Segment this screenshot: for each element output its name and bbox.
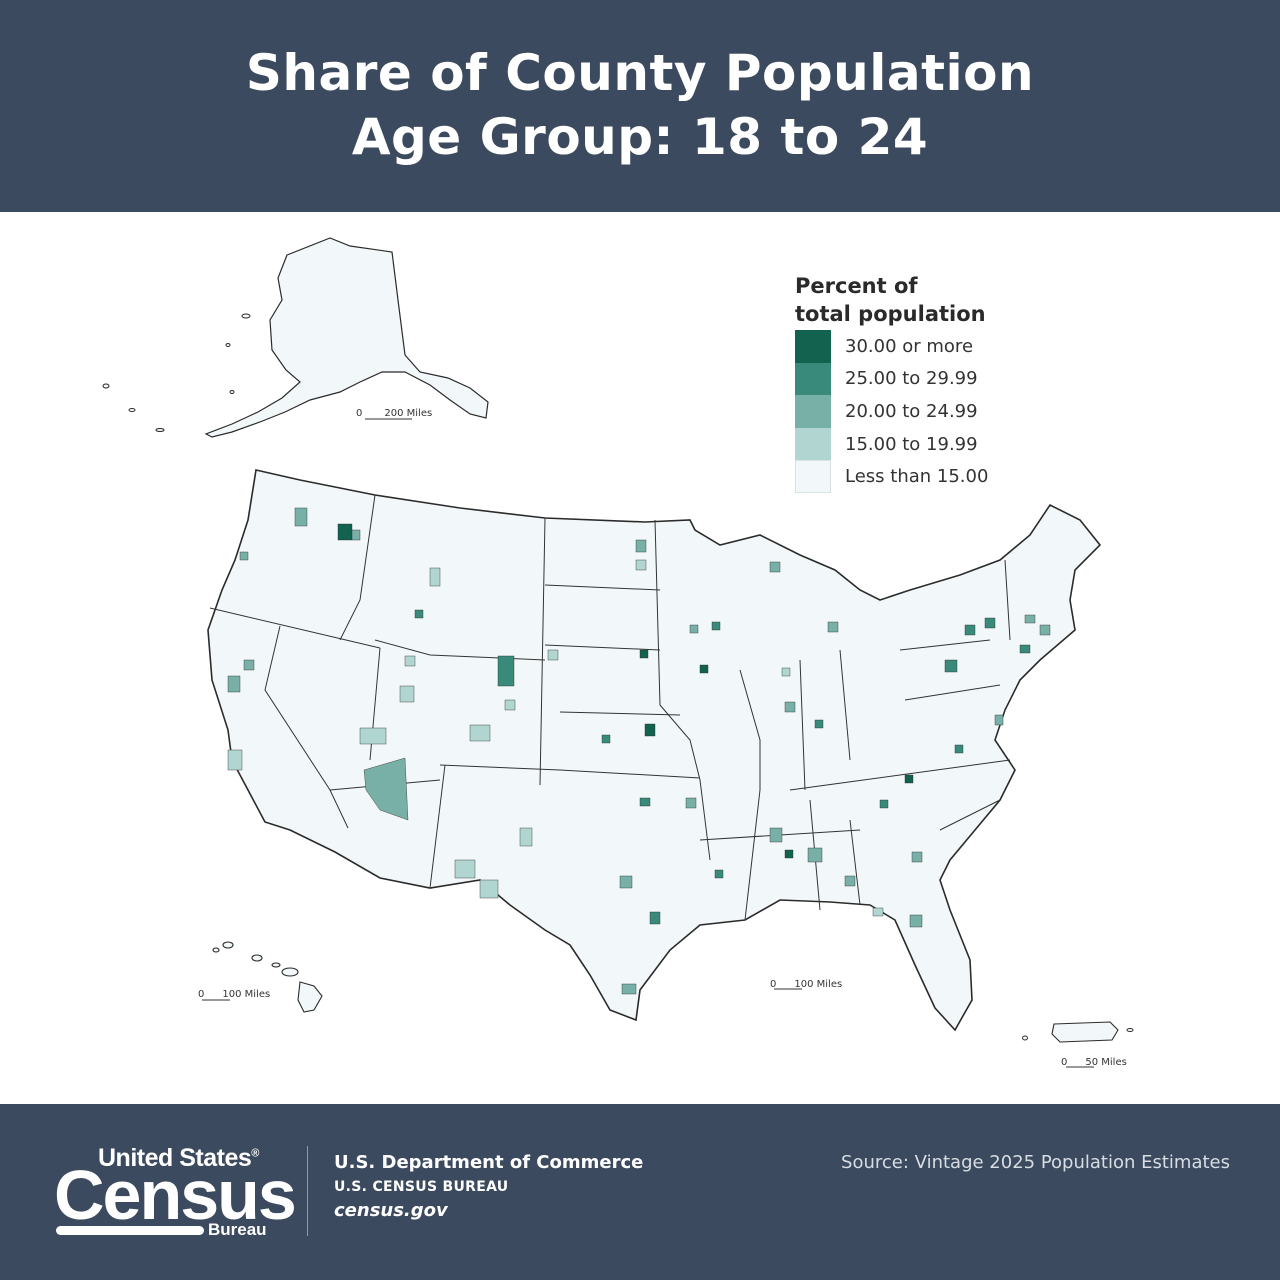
legend-label: 25.00 to 29.99 (845, 368, 978, 390)
source-note: Source: Vintage 2025 Population Estimate… (841, 1152, 1230, 1173)
hawaii-scale-label: 0 100 Miles (198, 989, 271, 1000)
census-logo[interactable]: United States® Census Bureau (54, 1140, 297, 1240)
map-legend: Percent of total population 30.00 or mor… (795, 272, 1035, 493)
website-link[interactable]: census.gov (334, 1200, 448, 1221)
header-banner: Share of County Population Age Group: 18… (0, 0, 1280, 212)
legend-swatch (795, 427, 831, 461)
legend-title: Percent of total population (795, 274, 986, 326)
legend-label: Less than 15.00 (845, 466, 989, 488)
scale-bar-lines (202, 418, 1094, 1068)
legend-swatch (795, 330, 831, 363)
logo-word-bureau: Bureau (208, 1220, 267, 1239)
legend-label: 20.00 to 24.99 (845, 400, 978, 422)
hawaii-islands (212, 941, 323, 1013)
conus-shape (207, 469, 1102, 1032)
map-title-line-1: Share of County Population (245, 44, 1035, 102)
legend-swatch (795, 362, 831, 396)
legend-label: 30.00 or more (845, 335, 974, 357)
footer-banner: United States® Census Bureau U.S. Depart… (0, 1104, 1280, 1280)
legend-entry: 15.00 to 19.99 (795, 427, 1035, 461)
map-area: 0 200 Miles 0 100 Miles 0 100 Miles 0 50 Mil… (0, 212, 1280, 1104)
legend-swatch (795, 460, 831, 493)
logo-line-united-states: United States® (98, 1144, 259, 1172)
legend-entry: 25.00 to 29.99 (795, 362, 1035, 396)
puerto-rico-shape (1051, 1021, 1119, 1043)
bureau-name: U.S. CENSUS BUREAU (334, 1179, 509, 1195)
highlighted-counties (227, 507, 1051, 995)
alaska-shape (204, 237, 489, 438)
legend-entry: Less than 15.00 (795, 460, 1035, 493)
conus-scale-label: 0 100 Miles (770, 979, 843, 990)
logo-underline (56, 1226, 204, 1235)
logo-word-census: Census (54, 1156, 297, 1234)
legend-entry: 30.00 or more (795, 330, 1035, 363)
legend-swatch (795, 395, 831, 428)
map-title-line-2: Age Group: 18 to 24 (351, 108, 929, 166)
footer-divider (307, 1146, 308, 1236)
department-name: U.S. Department of Commerce (334, 1152, 644, 1173)
legend-entry: 20.00 to 24.99 (795, 395, 1035, 428)
alaska-islands (102, 313, 251, 432)
legend-label: 15.00 to 19.99 (845, 433, 978, 455)
puerto-rico-scale-label: 0 50 Miles (1061, 1057, 1127, 1068)
choropleth-map (102, 237, 1134, 1068)
alaska-scale-label: 0 200 Miles (356, 408, 433, 419)
legend-entries: 30.00 or more 25.00 to 29.99 20.00 to 24… (795, 330, 1035, 493)
